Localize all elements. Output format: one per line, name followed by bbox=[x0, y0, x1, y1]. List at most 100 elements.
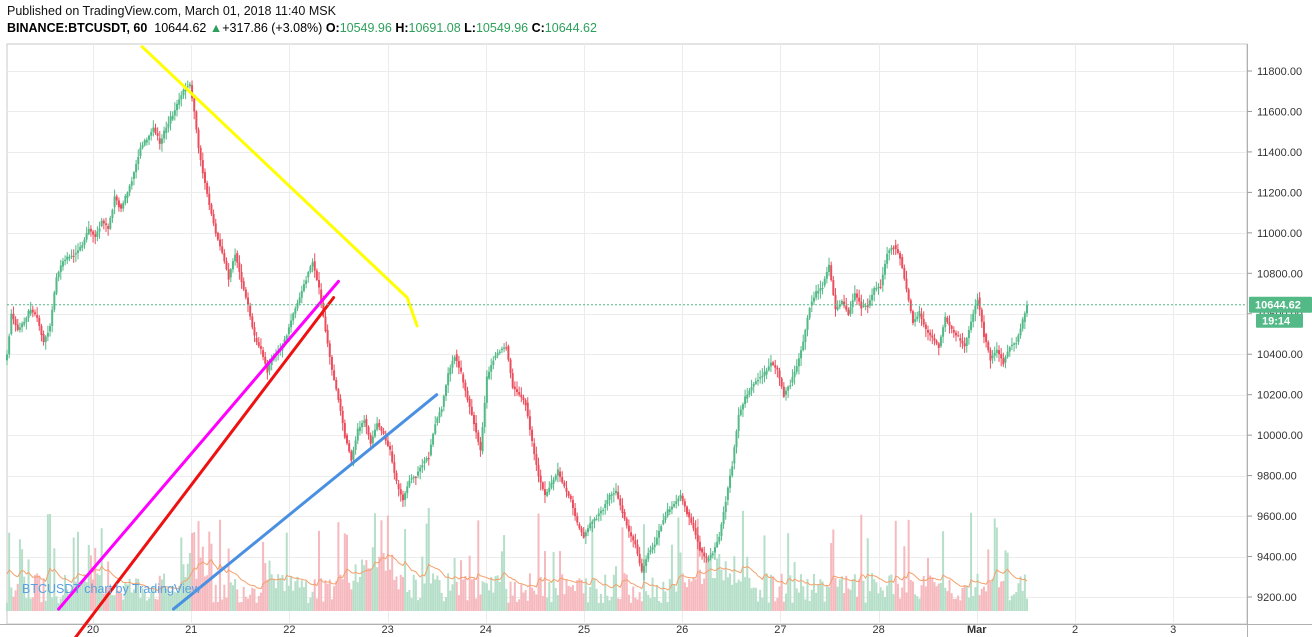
volume-bar bbox=[87, 544, 90, 611]
candle-body bbox=[939, 336, 942, 347]
volume-bar bbox=[350, 589, 353, 611]
volume-bar bbox=[800, 574, 803, 611]
candle-body bbox=[871, 294, 874, 301]
volume-bar bbox=[361, 559, 364, 611]
volume-bar bbox=[987, 549, 990, 611]
volume-bar bbox=[675, 591, 678, 611]
volume-bar bbox=[554, 588, 557, 611]
candle-body bbox=[354, 440, 357, 450]
volume-bar bbox=[120, 593, 123, 611]
candle-body bbox=[690, 517, 693, 523]
candle-body bbox=[94, 234, 97, 237]
volume-bar bbox=[584, 578, 587, 611]
time-tick-label: 28 bbox=[872, 624, 884, 636]
volume-bar bbox=[539, 576, 542, 611]
price-tick-label: 11200.00 bbox=[1257, 187, 1302, 199]
candle-body bbox=[507, 346, 510, 360]
volume-bar bbox=[139, 598, 142, 611]
volume-bar bbox=[658, 601, 661, 611]
candle-body bbox=[769, 362, 772, 367]
candle-body bbox=[417, 471, 420, 476]
candlesticks bbox=[6, 80, 1028, 581]
volume-bar bbox=[638, 592, 641, 611]
volume-bar bbox=[849, 589, 852, 611]
volume-bar bbox=[393, 579, 396, 611]
volume-bar bbox=[599, 593, 602, 611]
volume-bar bbox=[976, 573, 979, 611]
volume-bar bbox=[894, 520, 897, 611]
candle-body bbox=[552, 479, 555, 484]
candle-body bbox=[995, 349, 998, 353]
candle-body bbox=[830, 265, 833, 281]
candle-body bbox=[371, 436, 374, 444]
volume-bar bbox=[401, 576, 404, 611]
trendline-red[interactable] bbox=[59, 296, 336, 637]
volume-bar bbox=[946, 591, 949, 611]
candle-body bbox=[253, 327, 256, 336]
candle-body bbox=[578, 524, 581, 529]
volume-bar bbox=[610, 596, 613, 611]
candle-body bbox=[188, 84, 191, 87]
candle-body bbox=[787, 386, 790, 391]
candle-body bbox=[789, 385, 792, 387]
volume-bar bbox=[782, 601, 785, 611]
volume-bar bbox=[208, 531, 211, 611]
volume-bar bbox=[722, 580, 725, 611]
volume-bar bbox=[287, 585, 290, 611]
candle-body bbox=[180, 95, 183, 100]
candle-body bbox=[173, 110, 176, 116]
candle-body bbox=[539, 475, 542, 483]
candle-body bbox=[292, 313, 295, 321]
volume-bar bbox=[793, 562, 796, 611]
volume-bar bbox=[924, 586, 927, 611]
volume-bar bbox=[847, 588, 850, 611]
candle-body bbox=[464, 382, 467, 391]
candle-body bbox=[937, 343, 940, 349]
candle-body bbox=[100, 220, 103, 227]
candle-body bbox=[358, 427, 361, 432]
volume-bar bbox=[399, 574, 402, 611]
candle-body bbox=[203, 172, 206, 183]
volume-bar bbox=[333, 586, 336, 611]
candle-body bbox=[227, 269, 230, 280]
volume-bar bbox=[1021, 590, 1024, 611]
candle-body bbox=[247, 297, 250, 305]
volume-bar bbox=[404, 529, 407, 611]
candle-body bbox=[401, 494, 404, 501]
volume-bar bbox=[563, 594, 566, 611]
volume-bar bbox=[892, 594, 895, 611]
trendline-blue[interactable] bbox=[172, 393, 439, 611]
volume-bar bbox=[195, 578, 198, 611]
candle-body bbox=[8, 336, 11, 355]
trendlines[interactable] bbox=[57, 45, 439, 637]
volume-bar bbox=[817, 583, 820, 611]
volume-bar bbox=[292, 590, 295, 611]
volume-bar bbox=[42, 578, 45, 611]
trendline-yellow[interactable] bbox=[140, 45, 419, 328]
trendline-magenta[interactable] bbox=[57, 279, 340, 611]
symbol-label[interactable]: BINANCE:BTCUSDT, 60 bbox=[7, 21, 148, 35]
volume-bar bbox=[711, 577, 714, 611]
volume-bar bbox=[457, 595, 460, 611]
volume-bar bbox=[141, 588, 144, 611]
candle-body bbox=[391, 451, 394, 463]
volume-bar bbox=[12, 596, 15, 611]
candle-body bbox=[675, 501, 678, 504]
volume-bar bbox=[948, 579, 951, 611]
candle-body bbox=[137, 156, 140, 165]
candle-body bbox=[993, 352, 996, 356]
candle-body bbox=[427, 458, 430, 460]
volume-bar bbox=[778, 586, 781, 611]
volume-bar bbox=[920, 585, 923, 611]
candle-body bbox=[812, 297, 815, 302]
time-tick-label: 3 bbox=[1170, 624, 1176, 636]
candle-body bbox=[408, 480, 411, 487]
candle-body bbox=[744, 396, 747, 405]
candle-body bbox=[660, 526, 663, 531]
volume-bar bbox=[812, 573, 815, 611]
volume-bar bbox=[914, 594, 917, 611]
volume-bar bbox=[965, 585, 968, 611]
candle-body bbox=[711, 553, 714, 556]
candle-body bbox=[554, 475, 557, 480]
